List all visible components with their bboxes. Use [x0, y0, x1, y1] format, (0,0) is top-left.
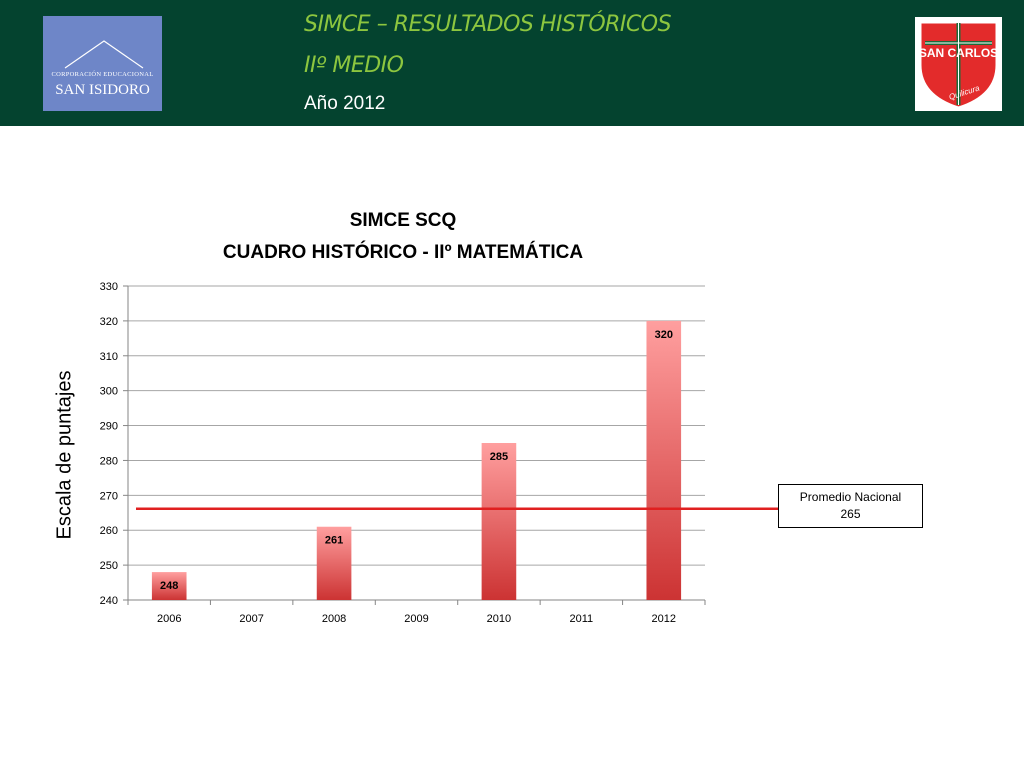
national-average-callout: Promedio Nacional 265 [778, 484, 923, 528]
x-tick-label: 2008 [322, 613, 346, 625]
y-tick-label: 280 [100, 455, 118, 467]
page-title: SIMCE – RESULTADOS HISTÓRICOS [304, 12, 672, 37]
y-tick-label: 260 [100, 525, 118, 537]
x-tick-label: 2012 [652, 613, 676, 625]
bar [151, 572, 187, 600]
x-tick-label: 2009 [404, 613, 428, 625]
y-tick-label: 310 [100, 351, 118, 363]
y-tick-label: 320 [100, 316, 118, 328]
y-tick-label: 270 [100, 490, 118, 502]
x-tick-label: 2006 [157, 613, 181, 625]
logo-name-text: SAN ISIDORO [55, 82, 150, 98]
bar-data-label: 285 [490, 451, 508, 463]
y-tick-label: 330 [100, 281, 118, 293]
shield-icon: SAN CARLOS Quilicura [919, 22, 998, 108]
header-bar: CORPORACIÓN EDUCACIONAL SAN ISIDORO SIMC… [0, 0, 1024, 126]
x-tick-label: 2011 [570, 613, 594, 625]
y-tick-label: 290 [100, 421, 118, 433]
y-tick-label: 300 [100, 386, 118, 398]
page-subtitle: IIº MEDIO [304, 53, 404, 78]
bar [316, 526, 352, 600]
chart-subtitle: CUADRO HISTÓRICO - IIº MATEMÁTICA [222, 242, 584, 263]
bar [481, 443, 517, 600]
san-carlos-logo: SAN CARLOS Quilicura [915, 17, 1002, 111]
x-tick-label: 2007 [239, 613, 263, 625]
chart-title: SIMCE SCQ [349, 210, 457, 231]
y-tick-label: 240 [100, 595, 118, 607]
logo-main-text: SAN CARLOS [919, 46, 998, 60]
house-roof-icon [64, 40, 144, 69]
x-tick-label: 2010 [487, 613, 511, 625]
reference-value: 265 [840, 507, 861, 521]
bar-data-label: 320 [655, 329, 673, 341]
reference-label: Promedio Nacional [799, 490, 902, 504]
bar-data-label: 248 [160, 580, 178, 592]
year-label: Año 2012 [304, 93, 386, 114]
bar-data-label: 261 [325, 535, 343, 547]
bar [646, 320, 682, 600]
logo-org-text: CORPORACIÓN EDUCACIONAL [51, 71, 154, 78]
y-tick-label: 250 [100, 560, 118, 572]
san-isidoro-logo: CORPORACIÓN EDUCACIONAL SAN ISIDORO [43, 16, 162, 111]
